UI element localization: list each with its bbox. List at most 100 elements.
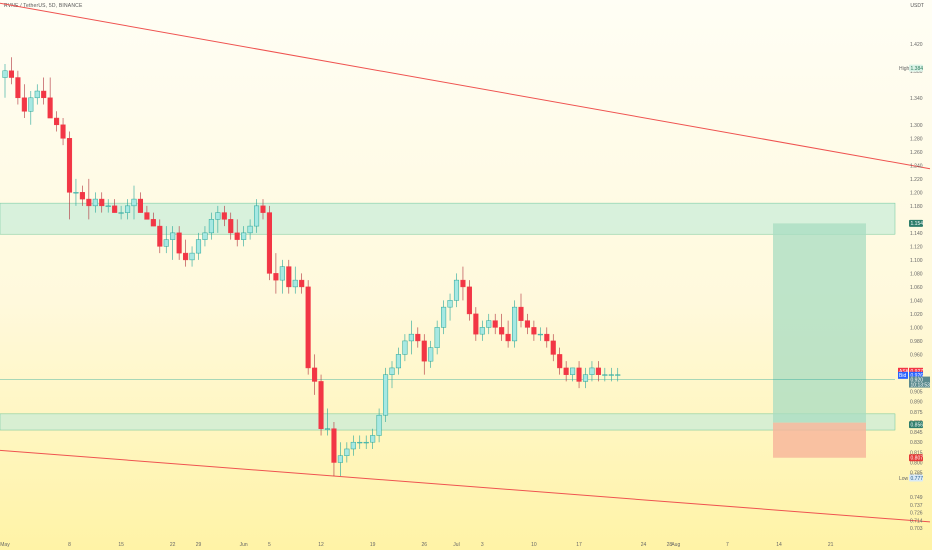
high-value-badge xyxy=(909,64,923,72)
low-value-badge xyxy=(909,474,923,482)
candle-body-52 xyxy=(337,455,343,463)
candle-body-28 xyxy=(183,252,189,261)
x-tick-label-13: 17 xyxy=(576,542,582,548)
candle-body-15 xyxy=(99,198,105,207)
x-tick-label-2: 15 xyxy=(118,542,124,548)
candle-body-33 xyxy=(215,212,221,220)
y-tick-label-15: 1.040 xyxy=(910,298,923,304)
candle-body-30 xyxy=(195,239,202,254)
candle-body-49 xyxy=(318,381,324,429)
x-tick-label-18: 14 xyxy=(776,542,782,548)
candle-body-64 xyxy=(415,333,421,342)
candle-body-26 xyxy=(170,232,176,240)
candle-body-95 xyxy=(615,374,621,376)
candle-body-50 xyxy=(324,428,331,430)
candle-body-92 xyxy=(595,367,601,375)
y-tick-label-29: 0.785 xyxy=(910,471,923,477)
y-tick-label-18: 0.980 xyxy=(910,339,923,345)
currency-label: USDT xyxy=(910,3,924,9)
candle-body-80 xyxy=(518,306,524,321)
candle-body-7 xyxy=(47,97,53,119)
candle-body-42 xyxy=(273,273,279,281)
low-label: Low xyxy=(899,476,909,482)
candle-body-62 xyxy=(402,340,408,355)
candle-body-23 xyxy=(150,219,156,227)
target-badge xyxy=(909,219,923,227)
candle-body-94 xyxy=(608,374,614,376)
bid-label-bg xyxy=(898,371,908,379)
symbol-title: RVNE / TetherUS, 5D, BINANCE xyxy=(4,3,83,9)
candle-body-90 xyxy=(582,374,589,382)
x-tick-label-1: 8 xyxy=(68,542,71,548)
candle-body-47 xyxy=(305,286,311,369)
candle-body-71 xyxy=(460,279,466,288)
ask-label-bg xyxy=(898,367,908,375)
candle-body-27 xyxy=(176,232,182,254)
high-value-label: 1.384 xyxy=(911,66,924,72)
stop-badge xyxy=(909,454,923,462)
y-tick-label-11: 1.120 xyxy=(910,244,923,250)
ask-value-bg xyxy=(909,367,923,375)
y-tick-label-19: 0.960 xyxy=(910,352,923,358)
y-tick-label-28: 0.800 xyxy=(910,460,923,466)
y-tick-label-1: 1.380 xyxy=(910,69,923,75)
position-stop-zone xyxy=(773,422,866,458)
candle-body-48 xyxy=(312,367,318,382)
y-tick-label-9: 1.180 xyxy=(910,204,923,210)
bid-label: Bid xyxy=(899,373,906,379)
candle-body-43 xyxy=(279,266,285,281)
candle-body-67 xyxy=(434,327,440,348)
entry-label: 0.856 xyxy=(911,422,924,428)
trendline-1 xyxy=(0,449,931,523)
candle-body-22 xyxy=(144,212,150,220)
y-tick-label-27: 0.815 xyxy=(910,450,923,456)
candle-body-63 xyxy=(408,333,414,342)
x-tick-label-14: 24 xyxy=(641,542,647,548)
x-tick-label-15: 28 xyxy=(667,542,673,548)
target-label: 1.154 xyxy=(911,221,924,227)
candle-body-88 xyxy=(570,367,576,375)
candle-body-76 xyxy=(492,320,498,328)
candle-body-31 xyxy=(202,232,208,240)
y-tick-label-35: 0.703 xyxy=(910,526,923,532)
x-tick-label-7: 12 xyxy=(318,542,324,548)
last-price-value: 0.920 xyxy=(911,378,924,384)
candle-body-35 xyxy=(228,219,234,234)
candle-body-1 xyxy=(8,70,14,78)
candle-body-60 xyxy=(389,367,395,375)
candle-body-65 xyxy=(421,340,427,362)
candle-body-54 xyxy=(350,441,356,450)
candle-body-59 xyxy=(383,374,389,416)
y-tick-label-14: 1.060 xyxy=(910,285,923,291)
candle-body-2 xyxy=(15,77,21,99)
candle-body-70 xyxy=(453,279,460,301)
stop-label: 0.807 xyxy=(911,456,924,462)
candle-body-3 xyxy=(21,97,27,112)
x-tick-label-10: Jul xyxy=(453,542,459,548)
candle-body-25 xyxy=(163,239,169,247)
candle-body-81 xyxy=(524,320,531,328)
x-tick-label-4: 29 xyxy=(196,542,202,548)
candle-body-34 xyxy=(221,212,227,220)
candle-body-87 xyxy=(563,367,569,375)
candle-body-89 xyxy=(576,367,582,382)
y-tick-label-0: 1.420 xyxy=(910,42,923,48)
candle-body-12 xyxy=(79,192,85,200)
support-zone-1 xyxy=(0,413,896,431)
last-price-bg xyxy=(909,376,930,388)
candle-body-46 xyxy=(299,279,305,288)
y-tick-label-10: 1.140 xyxy=(910,231,923,237)
y-tick-label-33: 0.726 xyxy=(910,510,923,516)
candle-body-38 xyxy=(247,225,253,234)
y-tick-label-22: 0.890 xyxy=(910,400,923,406)
candle-body-73 xyxy=(473,313,479,335)
x-tick-label-8: 19 xyxy=(370,542,376,548)
y-tick-label-12: 1.100 xyxy=(910,258,923,264)
y-tick-label-25: 0.845 xyxy=(910,430,923,436)
candle-body-83 xyxy=(537,333,543,336)
candle-body-40 xyxy=(260,205,266,213)
y-tick-label-4: 1.280 xyxy=(910,136,923,142)
x-tick-label-17: 7 xyxy=(726,542,729,548)
